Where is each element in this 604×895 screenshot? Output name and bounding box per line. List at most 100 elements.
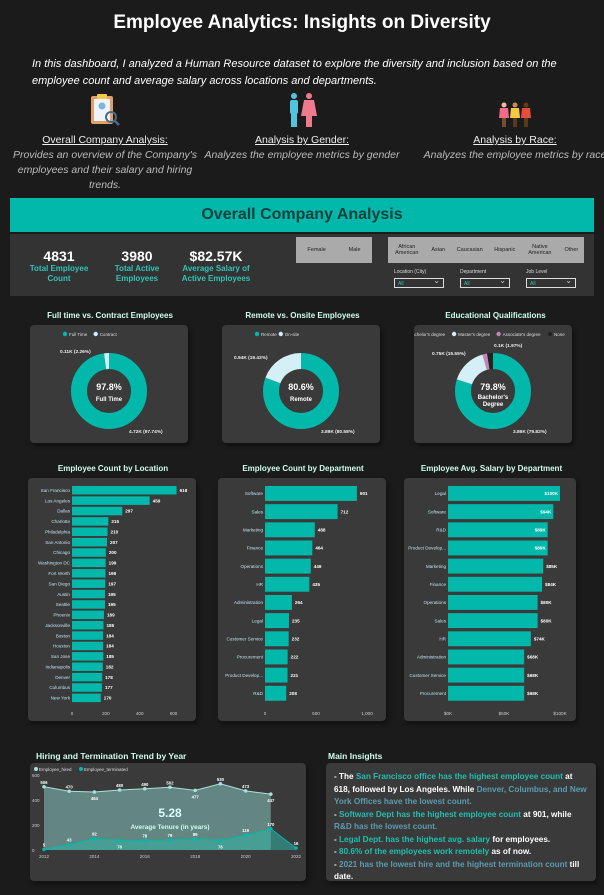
donut-center-label: Bachelor's: [478, 395, 509, 401]
legend-label: Full Time: [69, 332, 88, 337]
value-label: $80K: [541, 600, 553, 605]
legend-marker: [93, 331, 98, 337]
slicer-option[interactable]: African American: [395, 244, 419, 256]
insight-text: Software Dept has the highest employee c…: [339, 809, 521, 819]
data-point: [243, 789, 248, 793]
legend-label: Bachelor's degree: [414, 332, 446, 337]
bar: [448, 504, 554, 520]
insight-text: San Francisco office has the highest emp…: [355, 772, 563, 781]
data-point: [67, 842, 71, 847]
category-label: R&D: [436, 527, 446, 532]
legend-label: Contract: [100, 332, 118, 337]
bar: [72, 631, 104, 640]
section-gender: Analysis by Gender: Analyzes the employe…: [202, 92, 402, 163]
value-label: 200: [109, 550, 117, 555]
bar: [265, 667, 288, 683]
bar: [265, 540, 313, 556]
donut-center-label: Full Time: [96, 397, 123, 403]
data-label: 4.72K (97.74%): [129, 429, 163, 435]
legend-marker: [496, 331, 501, 337]
bar: [448, 685, 525, 701]
insight-text: at 901, while: [521, 809, 572, 819]
category-label: San Diego: [49, 581, 71, 586]
data-point: [117, 838, 122, 843]
value-label: 195: [108, 602, 116, 607]
bar: [448, 558, 544, 574]
legend-marker: [79, 767, 83, 771]
data-point: [92, 790, 97, 794]
filter-label: Job Level: [526, 269, 548, 275]
chart-title: Remote vs. Onsite Employees: [245, 311, 360, 320]
data-point: [218, 781, 223, 786]
category-label: Administration: [417, 655, 447, 660]
bar: [72, 600, 105, 609]
bar: [265, 558, 311, 574]
legend-label: None: [554, 332, 565, 337]
slicer-option[interactable]: Hispanic: [494, 247, 516, 253]
data-label: 3.86K (79.82%): [513, 429, 547, 435]
slicer-option[interactable]: Native American: [528, 244, 552, 256]
slicer-option-male[interactable]: Male: [348, 247, 361, 253]
category-label: Customer Service: [409, 673, 446, 678]
data-point: [193, 788, 197, 793]
chart-title: Hiring and Termination Trend by Year: [36, 751, 187, 761]
chart-title: Educational Qualifications: [445, 311, 546, 320]
fulltime-donut-chart: Full Time Contract 97.8% Full Time 4.72K (97…: [60, 331, 163, 435]
x-tick-label: $50K: [499, 711, 511, 716]
x-tick-label: 2018: [190, 854, 201, 859]
slicer-option[interactable]: Other: [564, 247, 579, 253]
department-dropdown[interactable]: All: [460, 276, 510, 288]
insight-item: - 80.6% of the employees work remotely a…: [334, 846, 588, 859]
data-point: [143, 786, 147, 791]
job-level-dropdown[interactable]: All: [526, 276, 576, 288]
legend-marker: [34, 767, 38, 771]
data-label: 0.11K (2.26%): [60, 349, 91, 355]
category-label: Jacksonville: [45, 623, 70, 628]
legend-label: Master's degree: [458, 332, 491, 337]
insight-item: - Legal Dept. has the highest avg. salar…: [334, 834, 588, 847]
category-label: Denver: [55, 675, 70, 680]
slicer-option[interactable]: Asian: [431, 247, 446, 253]
section-overall: Overall Company Analysis: Provides an ov…: [5, 92, 205, 193]
slicer-option-female[interactable]: Female: [307, 247, 326, 253]
gender-people-icon: [290, 93, 317, 127]
data-label: 530: [217, 777, 225, 782]
slicer-option[interactable]: Caucasian: [456, 247, 483, 253]
data-point: [168, 838, 172, 842]
filter-job-level: Job Level All: [526, 269, 576, 288]
filter-location: Location (City) All: [394, 269, 444, 288]
data-label: 16: [294, 841, 299, 846]
donut-center-label: Remote: [290, 397, 313, 403]
category-label: Finance: [247, 546, 264, 551]
x-tick-label: 0: [264, 711, 267, 716]
salary-bar-chart: Legal $100K Software $94K R&D $89K Product Dev…: [408, 486, 568, 716]
insight-text: -: [334, 834, 340, 844]
value-label: 221: [291, 673, 299, 678]
category-label: R&D: [253, 691, 263, 696]
value-label: 170: [104, 696, 112, 701]
bar: [72, 579, 106, 588]
value-label: 435: [312, 582, 320, 587]
value-label: $80K: [541, 618, 553, 623]
data-label: 76: [218, 845, 223, 850]
data-label: 0.94K (19.42%): [234, 355, 268, 361]
value-label: 297: [125, 509, 133, 514]
value-label: 178: [105, 675, 113, 680]
category-label: Legal: [435, 491, 446, 496]
chart-title: Full time vs. Contract Employees: [47, 311, 173, 320]
section-desc: Analyzes the employee metrics by gender: [204, 149, 400, 161]
data-label: 92: [92, 832, 97, 837]
data-label: 119: [242, 828, 250, 833]
bar: [265, 504, 338, 520]
series-line: [43, 783, 271, 795]
series-area: [44, 783, 271, 850]
chart-title: Employee Count by Location: [57, 464, 169, 473]
category-label: Fort Worth: [48, 571, 70, 576]
location-dropdown[interactable]: All: [394, 276, 444, 288]
data-label: 470: [66, 784, 74, 789]
bar: [448, 667, 525, 683]
y-tick-label: 200: [32, 823, 40, 828]
donut-center-label: Degree: [483, 402, 504, 408]
bar: [72, 610, 104, 620]
salary-chart-card: Legal $100K Software $94K R&D $89K Product Dev…: [404, 478, 576, 721]
